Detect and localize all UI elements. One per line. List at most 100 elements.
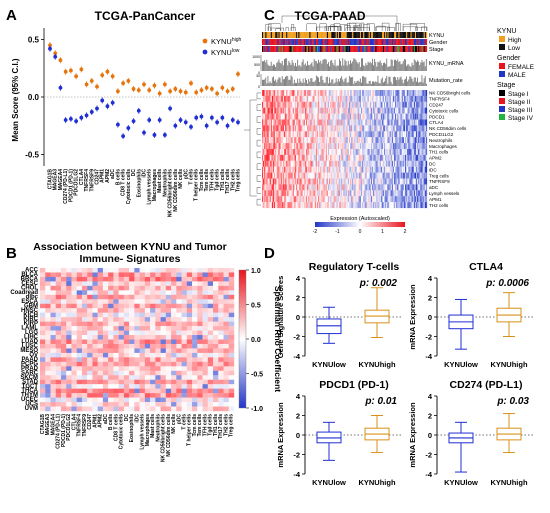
expression-cell bbox=[369, 113, 371, 120]
expression-cell bbox=[367, 113, 369, 120]
expression-cell bbox=[325, 172, 327, 179]
heatmap-cell bbox=[118, 388, 125, 394]
heatmap-cell bbox=[45, 321, 51, 327]
expression-cell bbox=[409, 90, 411, 96]
heatmap-cell bbox=[123, 357, 130, 363]
expression-cell bbox=[286, 101, 288, 108]
expression-cell bbox=[325, 131, 327, 138]
heatmap-cell bbox=[118, 406, 125, 412]
kynu-track-cell bbox=[265, 32, 267, 38]
gender-track-cell bbox=[375, 39, 377, 45]
expression-cell bbox=[299, 160, 301, 167]
expression-cell bbox=[269, 90, 271, 96]
heatmap-cell bbox=[123, 272, 130, 278]
heatmap-cell bbox=[207, 343, 214, 349]
gender-track-cell bbox=[326, 39, 329, 45]
x-tick-label: aDC bbox=[110, 169, 116, 179]
expression-cell bbox=[368, 160, 370, 167]
expression-cell bbox=[356, 113, 358, 120]
heatmap-cell bbox=[123, 379, 130, 385]
mutation-rate-bar bbox=[372, 81, 373, 86]
expression-cell bbox=[356, 107, 358, 114]
heatmap-cell bbox=[197, 375, 203, 380]
expression-cell bbox=[359, 113, 362, 120]
kynu-track-cell bbox=[339, 32, 341, 38]
expression-cell bbox=[421, 131, 423, 138]
low-point bbox=[53, 54, 58, 59]
heatmap-cell bbox=[207, 312, 214, 318]
expression-cell bbox=[403, 90, 406, 96]
expression-cell bbox=[346, 119, 348, 126]
stage-track-cell bbox=[401, 46, 403, 52]
heatmap-cell bbox=[87, 366, 93, 371]
stage-track-cell bbox=[292, 46, 294, 52]
expression-cell bbox=[400, 113, 402, 120]
expression-cell bbox=[370, 113, 373, 120]
expression-cell bbox=[303, 190, 305, 197]
panel-b-title-line1: Association between KYNU and Tumor bbox=[33, 241, 227, 253]
expression-cell bbox=[281, 90, 283, 96]
heatmap-cell bbox=[113, 393, 119, 398]
expression-cell bbox=[401, 131, 403, 138]
heatmap-cell bbox=[144, 303, 151, 309]
expression-cell bbox=[357, 154, 359, 161]
gender-track-cell bbox=[296, 39, 298, 45]
kynu-mrna-bar bbox=[380, 62, 382, 71]
kynu-mrna-bar bbox=[268, 65, 270, 71]
heatmap-cell bbox=[186, 281, 193, 287]
expression-cell bbox=[423, 90, 425, 96]
expression-cell bbox=[424, 178, 426, 185]
heatmap-cell bbox=[55, 290, 62, 296]
expression-cell bbox=[358, 101, 360, 108]
expression-cell bbox=[266, 178, 268, 185]
x-tick-label: APM1 bbox=[100, 169, 106, 183]
heatmap-cell bbox=[150, 330, 156, 336]
expression-cell bbox=[298, 143, 300, 150]
mutation-rate-bar bbox=[355, 82, 357, 86]
expression-cell bbox=[293, 90, 296, 96]
kynu-mrna-bar bbox=[298, 65, 300, 71]
gender-track-cell bbox=[343, 39, 345, 45]
expression-cell bbox=[328, 113, 330, 120]
heatmap-cell bbox=[40, 335, 46, 340]
low-point bbox=[105, 104, 110, 109]
heatmap-cell bbox=[97, 276, 104, 282]
kynu-track-cell bbox=[287, 32, 289, 38]
kynu-track-cell bbox=[304, 32, 307, 38]
expression-cell bbox=[405, 160, 407, 167]
expression-cell bbox=[335, 137, 337, 144]
expression-cell bbox=[270, 154, 272, 161]
heatmap-cell bbox=[40, 402, 46, 407]
expression-cell bbox=[320, 131, 322, 138]
x-tick-label: CD274 (PD-L1) bbox=[63, 169, 69, 204]
expression-cell bbox=[273, 154, 275, 161]
expression-cell bbox=[369, 190, 371, 197]
kynu-track-cell bbox=[293, 32, 296, 38]
stage-track-cell bbox=[397, 46, 399, 52]
heatmap-cell bbox=[192, 384, 198, 389]
expression-cell bbox=[274, 160, 276, 167]
expression-cell bbox=[262, 125, 264, 132]
expression-cell bbox=[279, 101, 281, 108]
expression-cell bbox=[373, 101, 375, 108]
stage-track-cell bbox=[419, 46, 421, 52]
expression-cell bbox=[313, 101, 315, 108]
expression-cell bbox=[280, 143, 282, 150]
heatmap-cell bbox=[134, 312, 140, 318]
expression-cell bbox=[346, 143, 348, 150]
heatmap-cell bbox=[40, 299, 46, 304]
heatmap-cell bbox=[207, 299, 214, 304]
heatmap-cell bbox=[155, 379, 161, 385]
heatmap-cell bbox=[66, 357, 72, 363]
expression-cell bbox=[277, 107, 279, 114]
expression-cell bbox=[332, 113, 334, 120]
expression-cell bbox=[364, 131, 366, 138]
expression-cell bbox=[364, 90, 366, 96]
expression-cell bbox=[399, 131, 401, 138]
heatmap-cell bbox=[160, 357, 167, 363]
expression-cell bbox=[369, 154, 371, 161]
heatmap-cell bbox=[113, 303, 119, 309]
gender-track-cell bbox=[378, 39, 380, 45]
gender-track-cell bbox=[376, 39, 378, 45]
expression-cell bbox=[374, 113, 376, 120]
